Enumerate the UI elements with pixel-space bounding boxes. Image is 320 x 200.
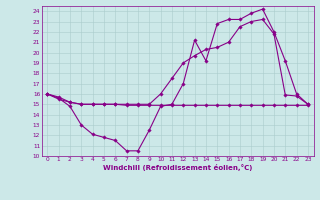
X-axis label: Windchill (Refroidissement éolien,°C): Windchill (Refroidissement éolien,°C) [103, 164, 252, 171]
